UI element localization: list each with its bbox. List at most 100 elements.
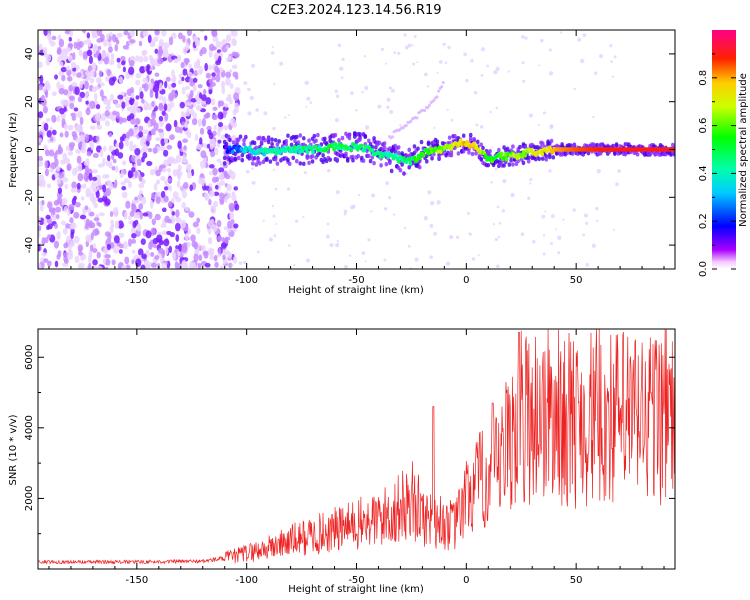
noise-cell [78, 49, 83, 57]
noise-cell [216, 158, 222, 163]
noise-cell [226, 228, 231, 233]
band-cell [472, 138, 477, 143]
noise-cell [148, 54, 153, 61]
noise-cell [218, 100, 225, 107]
noise-cell [208, 89, 213, 95]
noise-cell [117, 94, 124, 100]
noise-cell [548, 48, 552, 52]
noise-cell [393, 51, 397, 54]
noise-cell [114, 220, 120, 229]
noise-cell [466, 211, 470, 215]
noise-cell [51, 35, 57, 41]
noise-cell [72, 167, 78, 176]
noise-cell [216, 142, 221, 148]
noise-cell [48, 149, 55, 157]
noise-cell [150, 227, 156, 236]
signal-cell [336, 146, 340, 151]
band-cell [298, 161, 303, 166]
snr-line [38, 329, 675, 565]
noise-cell [79, 134, 85, 142]
noise-cell [61, 48, 66, 55]
band-cell [379, 163, 383, 168]
noise-cell [170, 77, 176, 82]
band-cell [488, 149, 492, 154]
noise-cell [520, 232, 525, 237]
noise-cell [182, 35, 186, 43]
band-cell [252, 140, 257, 146]
noise-cell [178, 32, 183, 40]
noise-cell [194, 133, 199, 142]
noise-cell [172, 251, 177, 261]
noise-cell [542, 252, 546, 256]
noise-cell [214, 52, 219, 60]
noise-cell [256, 250, 260, 254]
noise-cell [220, 134, 226, 140]
noise-cell [164, 180, 168, 186]
noise-cell [138, 182, 145, 189]
band-cell [254, 162, 259, 167]
noise-cell [229, 69, 233, 73]
noise-cell [154, 213, 161, 221]
noise-cell [149, 200, 154, 209]
noise-cell [63, 89, 69, 96]
noise-cell [274, 187, 278, 191]
noise-cell [38, 174, 44, 182]
noise-cell [436, 71, 439, 74]
noise-cell [211, 76, 217, 81]
noise-cell [46, 183, 52, 189]
noise-cell [140, 264, 146, 269]
noise-cell [181, 76, 185, 82]
noise-cell [363, 55, 367, 58]
noise-cell [41, 236, 46, 246]
noise-cell [106, 243, 112, 251]
noise-cell [560, 31, 563, 34]
noise-cell [59, 107, 65, 115]
noise-cell [231, 264, 234, 267]
noise-cell [70, 231, 74, 240]
noise-cell [159, 82, 163, 91]
noise-cell [89, 77, 95, 84]
noise-cell [154, 255, 160, 260]
noise-cell [44, 149, 50, 157]
noise-cell [144, 106, 148, 111]
band-cell [518, 144, 522, 150]
noise-cell [108, 45, 113, 54]
band-cell [635, 152, 640, 157]
noise-cell [163, 103, 168, 112]
band-cell [614, 142, 619, 147]
noise-cell [88, 262, 92, 269]
figure-title: C2E3.2024.123.14.56.R19 [270, 3, 441, 18]
signal-cell [415, 157, 419, 163]
spectrogram-axes: -150 -100 -50 0 50 -40 -20 0 20 40 [24, 29, 675, 286]
noise-cell [156, 234, 163, 242]
noise-cell [152, 84, 160, 93]
noise-cell [47, 260, 52, 267]
noise-cell [93, 217, 100, 222]
noise-cell [273, 83, 276, 86]
noise-cell [103, 39, 108, 47]
noise-cell [399, 124, 402, 127]
noise-cell [67, 209, 71, 216]
band-cell [377, 140, 382, 146]
band-cell [273, 157, 278, 162]
noise-cell [585, 263, 590, 267]
band-cell [479, 142, 484, 147]
noise-cell [97, 163, 105, 168]
noise-cell [329, 243, 334, 248]
noise-cell [326, 168, 331, 173]
band-cell [240, 158, 245, 163]
x-tick-label: 0 [463, 575, 469, 586]
noise-cell [154, 30, 159, 34]
noise-cell [111, 223, 115, 229]
spectrogram-x-axis-label: Height of straight line (km) [288, 285, 424, 296]
noise-cell [227, 252, 233, 259]
noise-cell [82, 51, 88, 60]
noise-cell [334, 118, 339, 123]
noise-cell [87, 255, 92, 264]
noise-cell [305, 258, 310, 263]
noise-cell [191, 117, 198, 126]
noise-cell [148, 211, 153, 220]
noise-cell [38, 160, 43, 167]
noise-cell [38, 229, 41, 239]
noise-cell [199, 137, 203, 145]
